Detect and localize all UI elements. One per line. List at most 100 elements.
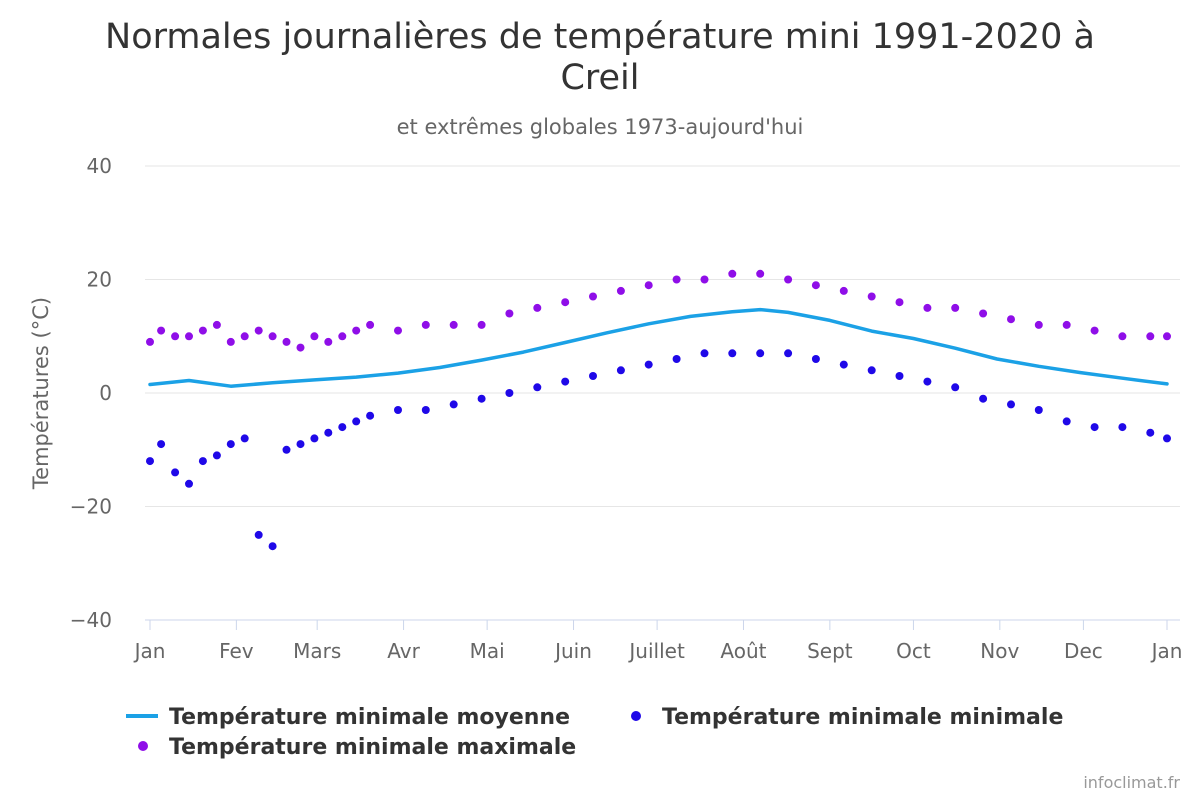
legend-label-min: Température minimale minimale [662, 705, 1063, 730]
data-point-min [240, 434, 249, 443]
data-point-min [839, 360, 848, 369]
x-tick-label: Fev [219, 639, 254, 663]
data-point-max [672, 275, 681, 284]
data-point-min [867, 366, 876, 375]
data-point-min [616, 366, 625, 375]
data-point-max [561, 298, 570, 307]
data-point-min [672, 355, 681, 363]
data-point-max [421, 320, 430, 329]
x-tick-label: Juin [553, 639, 592, 663]
data-point-max [324, 337, 333, 346]
data-point-min [421, 406, 430, 414]
data-point-min [923, 377, 932, 386]
data-point-max [212, 320, 221, 329]
data-point-max [895, 298, 904, 307]
x-axis: Jan Fev Mars Avr Mai Juin Juillet Août Sept Oct No… [133, 619, 1183, 663]
data-point-min [1163, 434, 1171, 443]
data-point-min [505, 389, 514, 397]
legend-item-mean[interactable]: Température minimale moyenne [126, 705, 570, 730]
data-point-max [756, 269, 765, 278]
legend-item-max[interactable]: Température minimale maximale [138, 735, 576, 760]
data-point-max [700, 275, 709, 284]
data-point-max [784, 275, 793, 284]
data-point-max [1034, 320, 1043, 329]
chart-title-line-2: Creil [560, 58, 639, 98]
legend-item-min[interactable]: Température minimale minimale [631, 705, 1063, 730]
x-tick-label: Mai [470, 639, 505, 663]
data-point-max [366, 320, 375, 329]
data-point-min [756, 349, 765, 358]
data-point-min [644, 360, 653, 369]
data-point-min [226, 440, 235, 449]
data-point-max [338, 332, 347, 341]
data-point-min [700, 349, 709, 358]
data-point-max [198, 326, 207, 335]
data-point-min [979, 394, 988, 403]
x-tick-label: Sept [807, 639, 853, 663]
data-point-min [310, 434, 319, 443]
legend-label-mean: Température minimale moyenne [169, 705, 570, 730]
data-point-max [268, 332, 277, 341]
data-point-max [449, 320, 458, 329]
data-point-max [394, 326, 402, 335]
data-point-max [477, 320, 486, 329]
data-point-max [185, 332, 193, 341]
data-point-min [185, 479, 193, 488]
data-point-min [171, 468, 180, 477]
data-point-max [923, 303, 932, 312]
data-point-max [839, 286, 848, 295]
data-point-min [324, 428, 333, 437]
data-point-max [1007, 315, 1015, 324]
legend-label-max: Température minimale maximale [169, 735, 576, 760]
data-point-max [282, 337, 291, 346]
series-1 [146, 349, 1171, 551]
data-point-min [1118, 423, 1127, 432]
data-point-max [1090, 326, 1099, 335]
x-tick-label: Juillet [627, 639, 685, 663]
data-point-min [296, 440, 305, 449]
data-point-max [157, 326, 166, 335]
data-point-max [951, 303, 960, 312]
data-point-max [505, 309, 514, 318]
data-point-min [254, 530, 263, 539]
data-point-min [198, 457, 207, 466]
data-point-min [268, 542, 277, 551]
data-point-max [1163, 332, 1171, 341]
y-tick-label: −40 [70, 608, 112, 632]
x-tick-label: Oct [896, 639, 931, 663]
plot-area [146, 269, 1171, 551]
x-tick-label: Août [720, 639, 766, 663]
data-point-max [310, 332, 319, 341]
legend-dot-swatch [138, 741, 148, 751]
data-point-max [1146, 332, 1155, 341]
data-point-min [212, 451, 221, 460]
data-point-max [644, 281, 653, 290]
x-tick-label: Jan [1150, 639, 1183, 663]
y-axis-title: Températures (°C) [29, 297, 53, 490]
credit-link[interactable]: infoclimat.fr [1083, 773, 1180, 792]
data-point-min [1146, 428, 1155, 437]
x-tick-label: Nov [980, 639, 1019, 663]
y-axis: 40 20 0 −20 −40 [70, 154, 112, 632]
data-point-max [296, 343, 305, 352]
data-point-min [338, 423, 347, 432]
grid [145, 165, 1180, 621]
data-point-min [784, 349, 793, 358]
chart-subtitle: et extrêmes globales 1973-aujourd'hui [397, 115, 804, 139]
data-point-min [951, 383, 960, 392]
data-point-min [366, 411, 375, 420]
data-point-max [171, 332, 180, 341]
data-point-min [1007, 400, 1015, 409]
legend-dot-swatch [631, 711, 641, 721]
data-point-max [728, 269, 737, 278]
data-point-max [240, 332, 249, 341]
data-point-min [449, 400, 458, 409]
data-point-min [895, 372, 904, 380]
series-2 [146, 269, 1171, 352]
data-point-max [352, 326, 361, 335]
data-point-min [533, 383, 542, 392]
data-point-max [1118, 332, 1127, 341]
data-point-max [226, 337, 235, 346]
data-point-min [811, 355, 820, 363]
data-point-max [533, 303, 542, 312]
